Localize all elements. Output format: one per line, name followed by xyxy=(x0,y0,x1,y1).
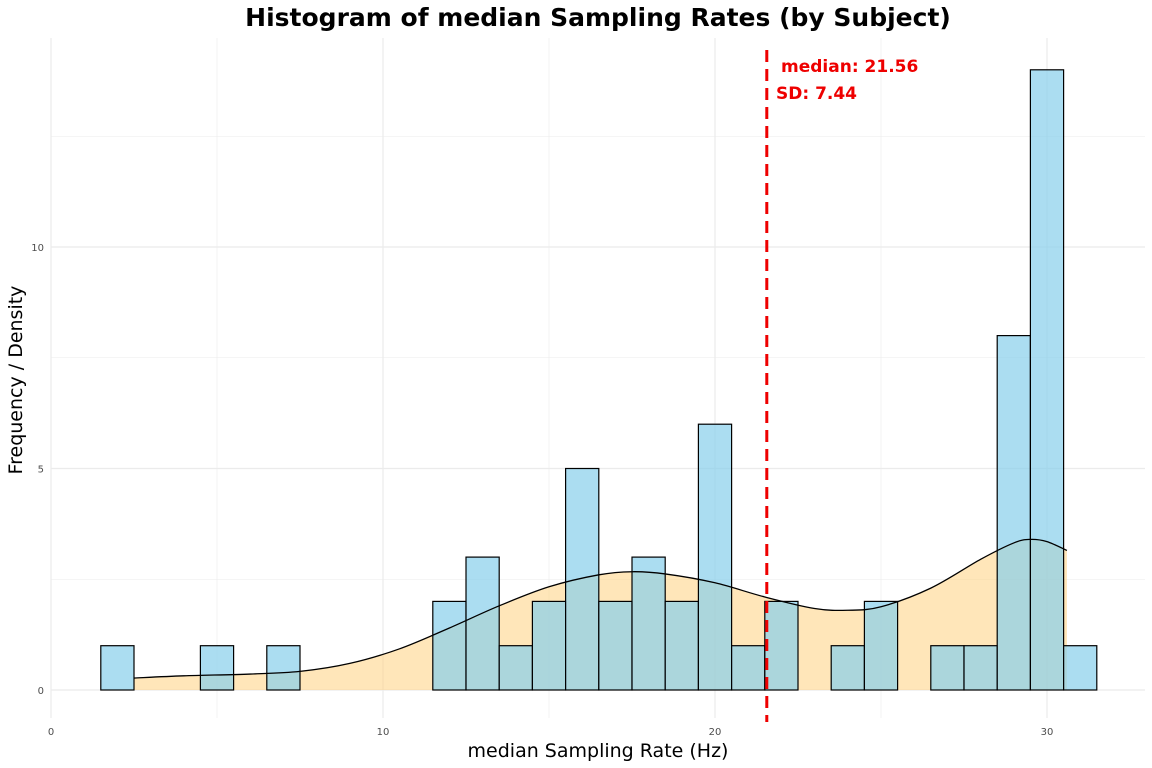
histogram-bar xyxy=(266,645,301,691)
histogram-bar xyxy=(1029,69,1065,691)
histogram-bar xyxy=(963,645,998,691)
histogram-bar xyxy=(697,423,733,691)
histogram-bar xyxy=(764,600,799,691)
y-tick-label: 0 xyxy=(38,686,44,697)
histogram-bar xyxy=(930,645,965,691)
x-tick-label: 20 xyxy=(709,727,722,738)
y-axis-title: Frequency / Density xyxy=(5,286,27,475)
histogram-bar xyxy=(498,645,534,691)
histogram-bar xyxy=(664,600,700,691)
histogram-bar xyxy=(199,645,235,691)
histogram-bar xyxy=(863,600,899,691)
tick-labels: 0 10 20 30 0 5 10 xyxy=(31,243,1053,738)
histogram-bars xyxy=(100,69,1098,691)
x-tick-label: 30 xyxy=(1041,727,1054,738)
sd-annotation: SD: 7.44 xyxy=(776,84,857,104)
histogram-bar xyxy=(100,645,135,691)
histogram-bar xyxy=(531,600,567,691)
median-annotation: median: 21.56 xyxy=(781,57,918,77)
histogram-bar xyxy=(1062,645,1098,691)
chart-title: Histogram of median Sampling Rates (by S… xyxy=(245,3,951,32)
histogram-bar xyxy=(631,556,666,691)
histogram-bar xyxy=(996,335,1032,691)
y-tick-label: 5 xyxy=(38,465,44,476)
density-line xyxy=(133,538,1068,679)
histogram-bar xyxy=(564,467,600,691)
x-axis-title: median Sampling Rate (Hz) xyxy=(468,740,729,762)
x-tick-label: 0 xyxy=(48,727,54,738)
histogram-bar xyxy=(598,600,633,691)
histogram-bar xyxy=(830,645,866,691)
histogram-bar xyxy=(730,645,766,691)
y-tick-label: 10 xyxy=(31,243,44,254)
histogram-bar xyxy=(465,556,500,691)
histogram-bar xyxy=(432,600,467,691)
x-tick-label: 10 xyxy=(377,727,390,738)
